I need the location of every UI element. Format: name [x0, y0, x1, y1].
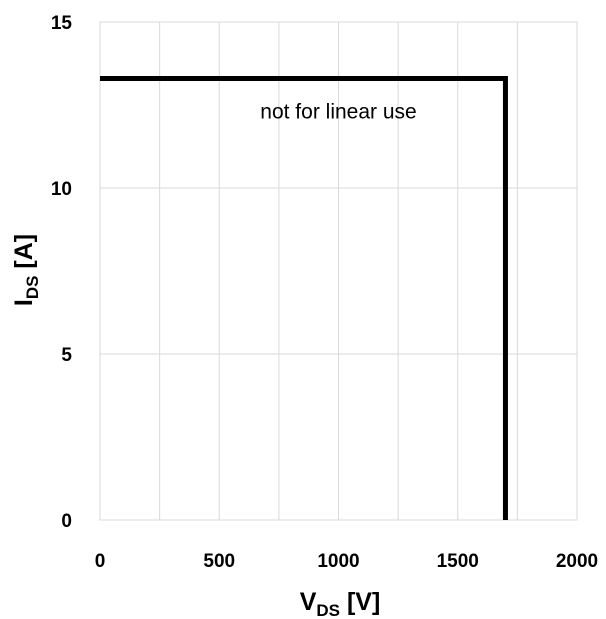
- x-tick-label-4: 2000: [556, 551, 598, 572]
- y-axis-title-sub: DS: [23, 276, 42, 300]
- y-tick-label-2: 10: [51, 179, 72, 200]
- x-axis-title: VDS [V]: [300, 588, 381, 619]
- y-tick-label-1: 5: [61, 345, 72, 366]
- x-axis-title-main: V: [300, 588, 317, 616]
- x-tick-label-3: 1500: [437, 551, 479, 572]
- y-tick-label-0: 0: [61, 511, 72, 532]
- x-axis-title-unit: [V]: [340, 588, 380, 616]
- y-tick-labels: 0 5 10 15: [51, 13, 73, 532]
- x-tick-label-0: 0: [95, 551, 106, 572]
- y-axis-title: IDS [A]: [10, 234, 42, 306]
- plot-frame: [99, 21, 578, 521]
- x-tick-labels: 0 500 1000 1500 2000: [95, 551, 598, 572]
- y-tick-label-3: 15: [51, 13, 73, 34]
- y-axis-title-unit: [A]: [10, 234, 38, 276]
- soa-boundary-line-0: [100, 75, 508, 520]
- y-axis-title-main: I: [10, 299, 38, 306]
- annotations: not for linear use: [260, 100, 416, 123]
- series-group: [100, 75, 508, 520]
- x-axis-title-sub: DS: [316, 601, 340, 619]
- x-tick-label-1: 500: [203, 551, 235, 572]
- x-tick-label-2: 1000: [317, 551, 359, 572]
- annotation-0: not for linear use: [260, 100, 416, 123]
